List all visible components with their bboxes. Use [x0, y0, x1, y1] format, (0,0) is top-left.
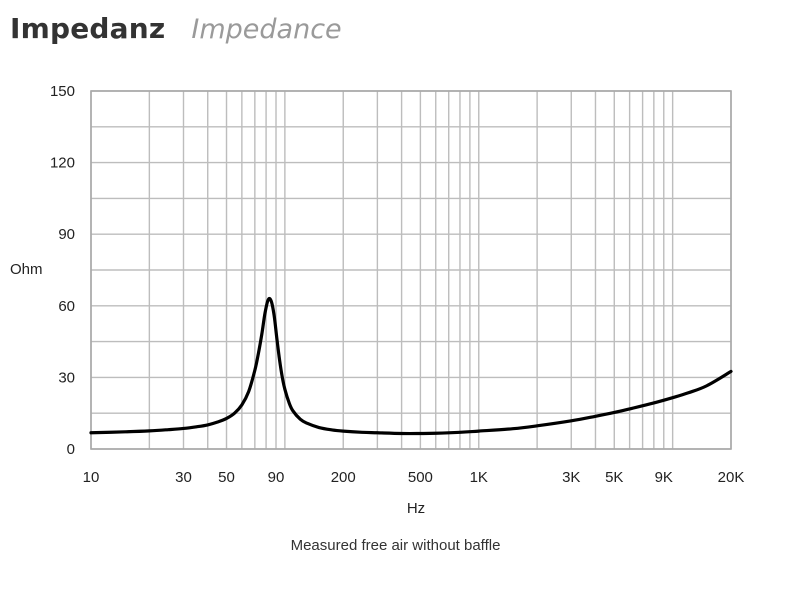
grid	[90, 90, 732, 450]
chart-caption: Measured free air without baffle	[290, 537, 501, 554]
y-axis-label: Ohm	[10, 261, 43, 278]
plot-frame	[90, 90, 732, 450]
x-tick-label: 1K	[470, 469, 488, 486]
x-tick-label: 50	[218, 469, 235, 486]
title-main: Impedanz	[10, 12, 166, 45]
x-axis-label: Hz	[407, 500, 425, 517]
plot-area	[89, 296, 733, 436]
x-tick-label: 9K	[655, 469, 673, 486]
x-tick-label: 500	[408, 469, 433, 486]
x-tick-label: 10	[83, 469, 100, 486]
y-tick-label: 120	[50, 155, 75, 172]
y-tick-label: 30	[58, 369, 75, 386]
title-sub: Impedance	[191, 14, 342, 45]
y-tick-label: 60	[58, 298, 75, 315]
x-tick-label: 90	[268, 469, 285, 486]
y-tick-label: 90	[58, 226, 75, 243]
x-tick-label: 20K	[718, 469, 745, 486]
x-tick-label: 30	[175, 469, 192, 486]
x-tick-label: 200	[331, 469, 356, 486]
x-tick-label: 3K	[562, 469, 580, 486]
x-tick-label: 5K	[605, 469, 623, 486]
y-tick-label: 150	[50, 83, 75, 100]
impedance-curve	[89, 296, 733, 436]
x-axis-ticks: 10 30 50 90 200 500 1K 3K 5K 9K 20K	[83, 469, 745, 486]
y-axis-ticks: 0 30 60 90 120 150	[50, 83, 75, 458]
chart-title: Impedanz Impedance	[10, 12, 342, 45]
y-tick-label: 0	[67, 441, 75, 458]
